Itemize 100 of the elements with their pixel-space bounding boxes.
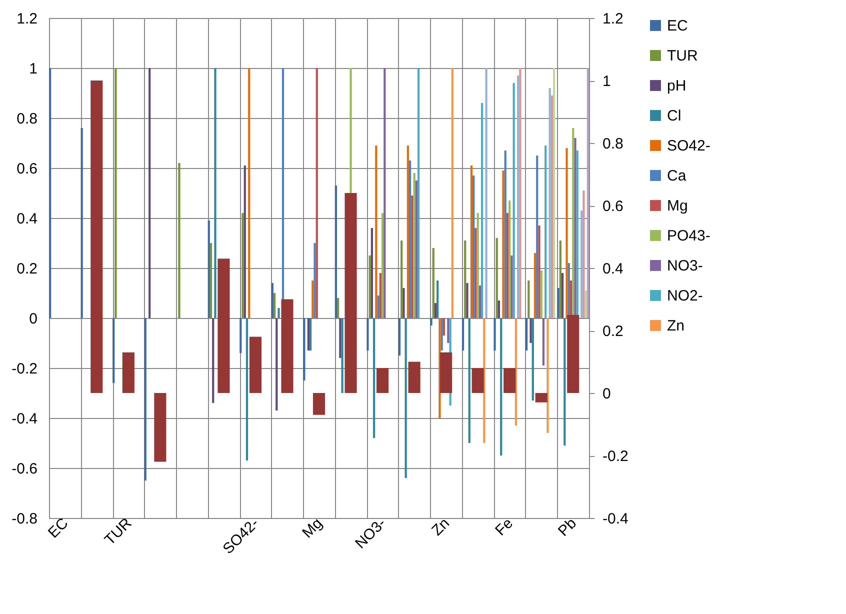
bar: [432, 248, 434, 318]
y-tick-label: 0.2: [16, 260, 38, 278]
bar: [544, 146, 547, 318]
bar: [334, 186, 337, 318]
y2-tick-label: 1.2: [602, 10, 624, 28]
bar: [510, 256, 513, 318]
bar: [49, 68, 52, 318]
bar: [344, 193, 357, 393]
bar: [214, 68, 216, 318]
bar: [370, 228, 373, 318]
legend-label: EC: [667, 18, 688, 34]
bar: [402, 288, 405, 318]
y-tick-label: 1: [29, 60, 38, 78]
bar: [447, 318, 450, 343]
bar: [244, 166, 246, 318]
bar: [415, 180, 418, 318]
bar: [379, 273, 382, 318]
bar: [246, 318, 248, 460]
bar: [512, 83, 515, 318]
bar: [504, 150, 506, 318]
bar: [500, 318, 502, 456]
bar: [381, 213, 384, 318]
bar: [242, 213, 244, 318]
bar: [411, 196, 414, 318]
bar: [276, 318, 278, 410]
bar: [442, 318, 445, 336]
bar: [80, 128, 83, 318]
y2-tick-label: 0.4: [602, 260, 624, 278]
bar: [546, 318, 549, 433]
bar: [307, 318, 310, 350]
bar: [506, 213, 509, 318]
legend-label: Zn: [667, 318, 685, 334]
bar: [154, 393, 166, 462]
legend-label: Cl: [667, 108, 682, 124]
bar: [148, 68, 151, 318]
bar: [525, 318, 528, 350]
y-tick-label: 0.6: [16, 160, 38, 178]
bar: [502, 170, 504, 318]
bar: [472, 368, 484, 393]
bar: [470, 166, 473, 318]
bar: [341, 318, 344, 393]
bar: [122, 352, 134, 393]
bar: [550, 96, 553, 318]
legend-label: TUR: [667, 48, 698, 64]
bar: [144, 318, 146, 480]
bar: [566, 148, 568, 318]
bar: [409, 160, 412, 318]
bar: [557, 288, 560, 318]
bar: [248, 68, 250, 318]
bar: [408, 362, 420, 393]
bar: [494, 318, 496, 350]
bar: [377, 296, 380, 318]
bar: [528, 280, 530, 318]
y2-tick-label: 1: [602, 73, 611, 90]
bar: [582, 190, 585, 318]
y-tick-label: 0.4: [16, 210, 38, 228]
bar: [464, 240, 466, 318]
x-tick-label: Zn: [428, 514, 453, 540]
bar: [504, 368, 516, 393]
bar: [303, 318, 306, 380]
bar: [580, 210, 583, 318]
bar: [478, 286, 481, 318]
x-tick-label: Mg: [299, 514, 326, 542]
bar: [337, 298, 340, 318]
bar: [462, 318, 464, 350]
bar: [271, 283, 274, 318]
bar: [384, 68, 386, 318]
bar: [542, 318, 545, 366]
bar: [536, 156, 538, 318]
bar: [561, 273, 564, 318]
legend-label: SO42-: [667, 138, 710, 154]
legend-label: PO43-: [667, 228, 710, 244]
legend-label: NO3-: [667, 258, 703, 274]
y-tick-label: 1.2: [16, 10, 38, 28]
bar: [312, 280, 314, 318]
bar: [417, 68, 420, 318]
bar: [553, 68, 556, 318]
bar: [559, 240, 562, 318]
bar: [316, 68, 318, 318]
bar: [212, 318, 214, 403]
y-tick-label: -0.8: [12, 510, 38, 528]
bar: [368, 256, 371, 318]
x-tick-label: EC: [44, 514, 72, 542]
legend-label: Mg: [667, 198, 688, 214]
bar: [398, 318, 401, 356]
bar: [312, 393, 326, 415]
bar: [413, 173, 416, 318]
bar: [466, 283, 468, 318]
legend-label: pH: [667, 78, 686, 94]
y-tick-label: 0.8: [16, 110, 38, 128]
y-tick-label: -0.4: [12, 410, 38, 428]
bar: [218, 258, 230, 393]
bar: [434, 303, 437, 318]
bar: [373, 318, 376, 438]
bar: [540, 270, 542, 318]
bar: [366, 318, 369, 350]
bar: [530, 318, 532, 343]
bar: [496, 238, 498, 318]
bar: [406, 146, 409, 318]
bar: [474, 228, 477, 318]
